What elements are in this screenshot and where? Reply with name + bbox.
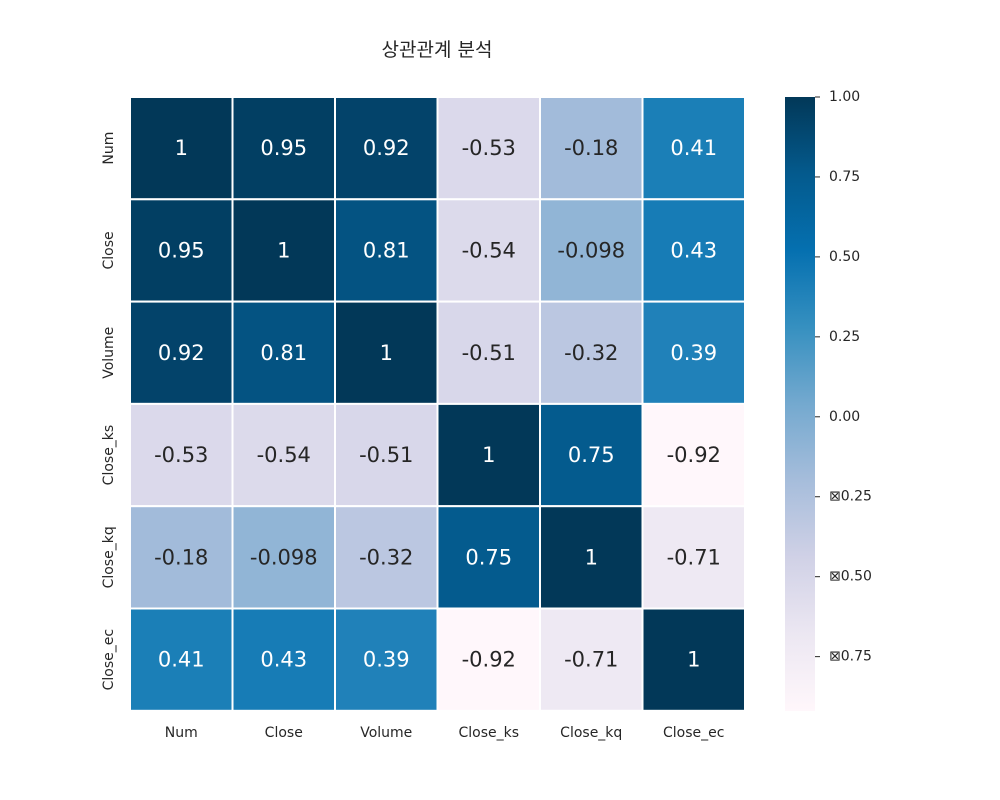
cell-value-label-2-2: 1	[380, 341, 393, 365]
heatmap-cell-2-3	[436, 300, 541, 405]
cell-value-label-2-0: 0.92	[158, 341, 205, 365]
colorbar-tick-label-0: 1.00	[829, 89, 860, 105]
cell-value-label-0-1: 0.95	[260, 136, 307, 160]
colorbar-tick-label-2: 0.50	[829, 249, 860, 265]
heatmap-cell-5-4	[539, 607, 644, 712]
heatmap-cell-5-5	[641, 607, 746, 712]
cell-value-label-4-1: -0.098	[250, 545, 318, 569]
colorbar-tick-label-3: 0.25	[829, 329, 860, 345]
heatmap-cell-0-0	[129, 96, 234, 201]
cell-value-label-3-5: -0.92	[667, 443, 721, 467]
cell-value-label-5-4: -0.71	[564, 648, 618, 672]
x-tick-label-1: Close	[265, 725, 303, 741]
heatmap-cell-4-2	[334, 505, 439, 610]
heatmap-cell-1-5	[641, 198, 746, 303]
cell-value-label-2-4: -0.32	[564, 341, 618, 365]
cell-value-label-5-2: 0.39	[363, 648, 410, 672]
x-tick-label-3: Close_ks	[458, 725, 519, 741]
cell-value-label-0-4: -0.18	[564, 136, 618, 160]
cell-value-label-1-4: -0.098	[557, 238, 625, 262]
x-tick-label-5: Close_ec	[663, 725, 724, 741]
heatmap-cell-5-0	[129, 607, 234, 712]
y-tick-label-2: Volume	[101, 327, 117, 379]
heatmap-cell-3-4	[539, 402, 644, 508]
x-tick-label-2: Volume	[360, 725, 412, 741]
cell-value-label-5-5: 1	[687, 648, 700, 672]
heatmap-cell-3-3	[436, 402, 541, 508]
cell-value-label-5-3: -0.92	[462, 648, 516, 672]
heatmap-cell-0-2	[334, 96, 439, 201]
x-tick-label-4: Close_kq	[560, 725, 622, 741]
cell-value-label-4-2: -0.32	[359, 545, 413, 569]
heatmap-cell-0-5	[641, 96, 746, 201]
x-tick-label-0: Num	[165, 725, 198, 741]
cell-value-label-0-2: 0.92	[363, 136, 410, 160]
heatmap-cell-4-5	[641, 505, 746, 610]
colorbar: 1.00 0.75 0.50 0.25 0.00 ⊠0.25 ⊠0.50 ⊠0.75	[785, 89, 872, 711]
y-tick-label-3: Close_ks	[101, 425, 117, 486]
cell-value-label-0-3: -0.53	[462, 136, 516, 160]
heatmap-cell-4-3	[436, 505, 541, 610]
heatmap-cell-3-5	[641, 402, 746, 508]
y-tick-label-5: Close_ec	[101, 629, 117, 690]
cell-value-label-3-1: -0.54	[257, 443, 311, 467]
cell-value-label-4-3: 0.75	[465, 545, 512, 569]
cell-value-label-0-0: 1	[175, 136, 188, 160]
heatmap-cell-3-2	[334, 402, 439, 508]
cell-value-label-4-0: -0.18	[154, 545, 208, 569]
heatmap-cell-5-3	[436, 607, 541, 712]
colorbar-tick-label-1: 0.75	[829, 169, 860, 185]
cell-value-label-2-5: 0.39	[670, 341, 717, 365]
colorbar-tick-label-7: ⊠0.75	[829, 649, 872, 665]
heatmap-cell-2-5	[641, 300, 746, 405]
colorbar-tick-label-6: ⊠0.50	[829, 569, 872, 585]
cell-value-label-3-0: -0.53	[154, 443, 208, 467]
heatmap-cell-3-0	[129, 402, 234, 508]
y-tick-label-0: Num	[101, 132, 117, 165]
heatmap-cell-2-1	[231, 300, 336, 405]
cell-value-label-1-0: 0.95	[158, 238, 205, 262]
cell-value-label-3-2: -0.51	[359, 443, 413, 467]
y-tick-label-4: Close_kq	[101, 526, 117, 588]
colorbar-tick-label-5: ⊠0.25	[829, 489, 872, 505]
cell-value-label-5-0: 0.41	[158, 648, 205, 672]
heatmap-cell-0-1	[231, 96, 336, 201]
heatmap-cell-1-1	[231, 198, 336, 303]
y-axis-tick-labels: Num Close Volume Close_ks Close_kq Close_ec	[101, 132, 117, 691]
cell-value-label-1-5: 0.43	[670, 238, 717, 262]
cell-value-label-2-3: -0.51	[462, 341, 516, 365]
x-axis-tick-labels: Num Close Volume Close_ks Close_kq Close_ec	[165, 725, 725, 741]
chart-title: 상관관계 분석	[382, 39, 493, 61]
heatmap-cell-3-1	[231, 402, 336, 508]
colorbar-gradient	[785, 97, 815, 711]
cell-value-label-4-5: -0.71	[667, 545, 721, 569]
heatmap-cell-4-4	[539, 505, 644, 610]
cell-value-label-4-4: 1	[585, 545, 598, 569]
cell-value-label-0-5: 0.41	[670, 136, 717, 160]
cell-value-label-2-1: 0.81	[260, 341, 307, 365]
heatmap-cell-2-4	[539, 300, 644, 405]
heatmap-cells: 1 0.95 0.92 -0.53 -0.18 0.41 0.95 1 0.81 -0.54 -0.…	[129, 96, 746, 712]
cell-value-label-3-4: 0.75	[568, 443, 615, 467]
cell-value-label-1-3: -0.54	[462, 238, 516, 262]
colorbar-tick-label-4: 0.00	[829, 409, 860, 425]
heatmap-cell-1-3	[436, 198, 541, 303]
cell-value-label-3-3: 1	[482, 443, 495, 467]
cell-value-label-1-2: 0.81	[363, 238, 410, 262]
cell-value-label-1-1: 1	[277, 238, 290, 262]
y-tick-label-1: Close	[101, 231, 117, 269]
cell-value-label-5-1: 0.43	[260, 648, 307, 672]
